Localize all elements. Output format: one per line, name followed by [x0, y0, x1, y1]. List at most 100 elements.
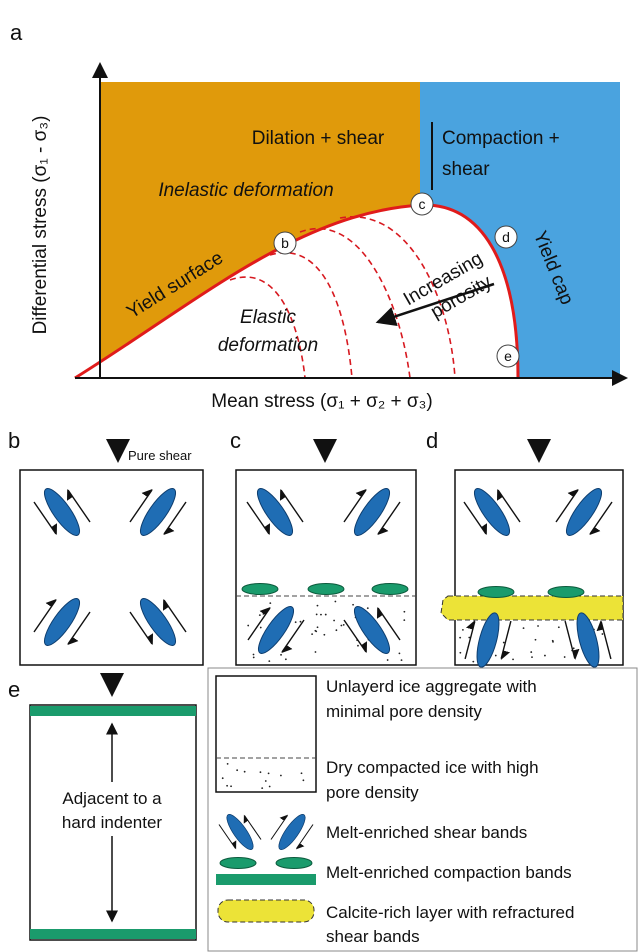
pore — [252, 656, 255, 659]
compaction-band — [307, 583, 345, 595]
panel-label: a — [10, 20, 23, 45]
pore — [459, 651, 462, 654]
pore — [221, 777, 224, 780]
pore — [357, 644, 359, 647]
pore — [268, 785, 271, 788]
pore — [601, 633, 604, 635]
panel-label: e — [8, 677, 20, 702]
pore — [530, 651, 533, 653]
pore — [314, 651, 317, 653]
pore — [544, 654, 546, 657]
pore — [268, 660, 271, 663]
pore — [314, 629, 317, 632]
pore — [284, 658, 287, 661]
calcite-layer — [440, 595, 624, 621]
region-label: Dilation + shear — [252, 128, 385, 149]
pore — [302, 779, 305, 782]
pore — [552, 640, 554, 643]
pore — [471, 623, 473, 626]
pore — [315, 613, 318, 616]
legend-calcite — [217, 899, 315, 923]
point-markers — [273, 192, 520, 368]
pore — [557, 626, 560, 629]
pore — [494, 654, 497, 657]
legend-sample — [215, 675, 317, 793]
pore — [352, 603, 354, 606]
pore — [269, 602, 272, 605]
pore — [400, 659, 403, 662]
yield-curve — [74, 203, 520, 380]
pore — [403, 619, 406, 622]
pore — [324, 613, 327, 616]
pore — [262, 612, 265, 615]
pore — [512, 658, 514, 661]
pore — [288, 647, 290, 650]
pore — [259, 771, 262, 774]
pore — [323, 633, 326, 636]
pore — [316, 604, 319, 607]
y-axis-label: Differential stress (σ₁ - σ₃) — [30, 116, 51, 335]
pore — [335, 629, 338, 632]
compaction-band — [241, 583, 279, 595]
porosity-arrow — [375, 282, 495, 327]
x-axis-label: Mean stress (σ₁ + σ₂ + σ₃) — [211, 391, 432, 412]
pore — [311, 633, 314, 636]
pore — [236, 769, 239, 772]
note: hard indenter — [62, 813, 163, 832]
compaction-layer — [30, 706, 196, 716]
region-label: Compaction + — [442, 128, 560, 149]
sample-box — [29, 704, 197, 941]
pore — [403, 610, 406, 613]
pore — [334, 600, 337, 603]
pore — [258, 614, 261, 617]
pore — [267, 772, 270, 775]
pore — [320, 613, 322, 616]
pore — [472, 660, 475, 663]
point-label: e — [504, 348, 512, 364]
pores — [247, 600, 406, 663]
panel-label: d — [426, 428, 438, 453]
note: Adjacent to a — [62, 789, 162, 808]
legend-text: shear bands — [326, 927, 420, 946]
pore — [300, 772, 303, 775]
legend-text: pore density — [326, 783, 419, 802]
pore — [247, 624, 250, 627]
compaction-band — [371, 583, 409, 595]
region-label: deformation — [218, 335, 318, 356]
pore — [333, 619, 335, 622]
pore — [531, 656, 533, 659]
legend-compaction-layer — [216, 874, 316, 885]
load-label: Pure shear — [128, 448, 192, 463]
pore — [572, 647, 575, 650]
pore — [462, 628, 464, 631]
pore — [537, 625, 539, 627]
pore — [243, 770, 246, 773]
legend-text: Calcite-rich layer with refractured — [326, 903, 574, 922]
pore — [522, 627, 525, 630]
point-label: c — [419, 196, 426, 212]
pores — [221, 762, 305, 790]
pore — [226, 762, 229, 765]
point-label: b — [281, 235, 289, 251]
region-label: Inelastic deformation — [158, 180, 333, 201]
pore — [502, 641, 505, 644]
pore — [294, 621, 297, 624]
compaction-band — [547, 586, 585, 598]
pore — [280, 653, 282, 656]
legend-compaction — [219, 857, 257, 869]
legend-text: Melt-enriched shear bands — [326, 823, 527, 842]
pore — [340, 624, 343, 627]
legend-text: Melt-enriched compaction bands — [326, 863, 572, 882]
compaction-layer — [30, 929, 196, 939]
pore — [398, 652, 401, 655]
compaction-band — [477, 586, 515, 598]
pore — [316, 626, 319, 629]
pore — [534, 638, 537, 641]
pore — [563, 656, 566, 658]
elastic-region — [75, 204, 518, 378]
pore — [459, 636, 462, 639]
pore — [226, 784, 228, 787]
legend-text: Dry compacted ice with high — [326, 758, 539, 777]
pore — [386, 659, 389, 661]
